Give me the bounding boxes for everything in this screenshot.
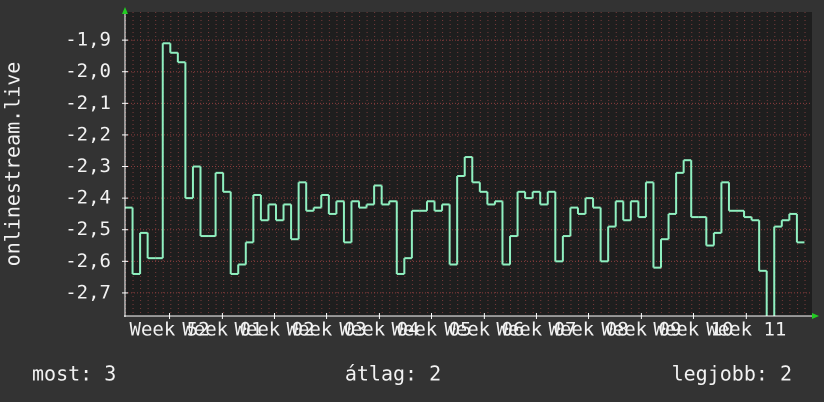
- stat-best: legjobb: 2: [672, 362, 792, 386]
- y-tick-label: -2,5: [65, 218, 111, 240]
- y-tick-label: -2,7: [65, 281, 111, 303]
- y-tick-label: -2,6: [65, 250, 111, 272]
- label-layer: -1,9 -2,0 -2,1 -2,2 -2,3 -2,4 -2,5 -2,6 -2,7 Week…: [65, 29, 786, 341]
- x-tick-label: Week 06: [444, 319, 524, 341]
- x-tick-label: Week 07: [496, 319, 576, 341]
- x-tick-label: Week 02: [234, 319, 314, 341]
- y-tick-label: -2,4: [65, 187, 111, 209]
- minor-grid: [125, 12, 812, 316]
- y-axis-label: onlinestream.live: [1, 62, 25, 267]
- grid-layer: [122, 39, 812, 319]
- stat-average: átlag: 2: [345, 362, 441, 386]
- x-tick-label: Week 09: [601, 319, 681, 341]
- y-tick-label: -2,3: [65, 155, 111, 177]
- x-tick-label: Week 11: [706, 319, 786, 341]
- y-tick-label: -2,0: [65, 60, 111, 82]
- data-layer: [125, 42, 805, 316]
- x-axis-arrow: [812, 313, 819, 319]
- y-tick-label: -2,1: [65, 92, 111, 114]
- y-tick-label: -1,9: [65, 29, 111, 51]
- x-tick-label: Week 08: [548, 319, 628, 341]
- x-tick-label: Week 10: [653, 319, 733, 341]
- x-tick-label: Week 05: [391, 319, 471, 341]
- stat-current: most: 3: [32, 362, 116, 386]
- y-tick-label: -2,2: [65, 123, 111, 145]
- y-axis-arrow: [122, 7, 128, 14]
- x-tick-label: Week 04: [339, 319, 419, 341]
- x-tick-label: Week 03: [287, 319, 367, 341]
- x-tick-label: Week 52: [130, 319, 210, 341]
- x-tick-label: Week 01: [182, 319, 262, 341]
